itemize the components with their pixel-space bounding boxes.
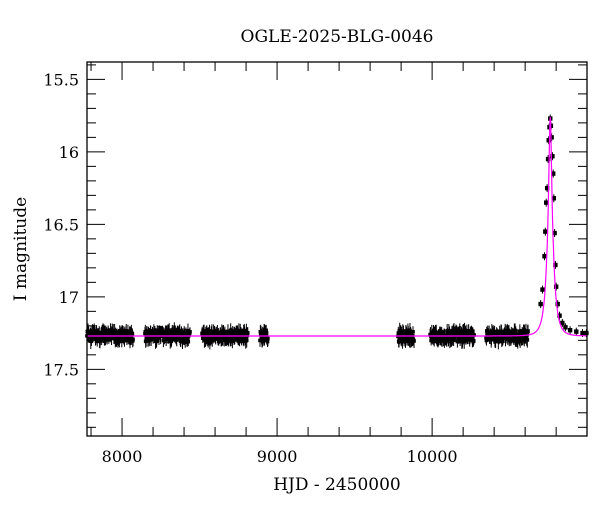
y-tick-label: 16 — [59, 143, 79, 162]
x-tick-label: 8000 — [102, 447, 143, 466]
y-tick-label: 16.5 — [43, 215, 79, 234]
x-axis-label: HJD - 2450000 — [273, 475, 401, 495]
chart-title: OGLE-2025-BLG-0046 — [241, 27, 434, 47]
y-tick-label: 15.5 — [43, 70, 79, 89]
axis-ticks — [87, 62, 587, 436]
x-tick-label: 9000 — [257, 447, 298, 466]
model-fit-curve — [87, 117, 587, 337]
data-points — [85, 114, 589, 350]
x-tick-label: 10000 — [407, 447, 458, 466]
y-axis-label: I magnitude — [11, 197, 31, 301]
y-tick-label: 17 — [59, 288, 79, 307]
tick-labels: 8000 9000 10000 15.5 16 16.5 17 17.5 — [43, 70, 457, 466]
plot-frame — [86, 61, 588, 437]
y-tick-label: 17.5 — [43, 360, 79, 379]
